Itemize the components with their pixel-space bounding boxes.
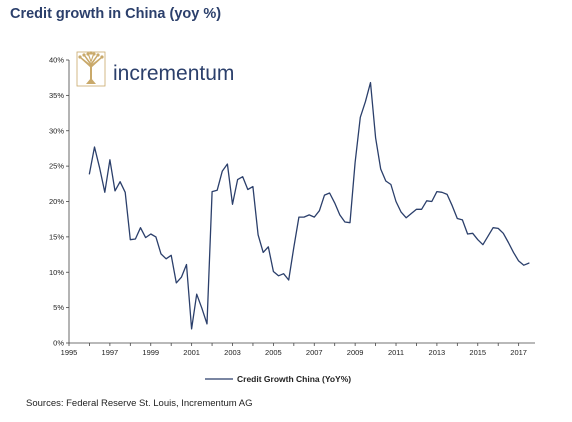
tree-icon (76, 51, 106, 87)
chart-title: Credit growth in China (yoy %) (10, 6, 222, 22)
logo-text: incrementum (113, 62, 234, 85)
axes: 0% 5% 10% 15% 20% 25% 30% 35% 40% 1995 1997 1999 200… (49, 56, 535, 357)
x-tick-label: 2007 (306, 348, 323, 357)
y-tick-label: 10% (49, 268, 64, 277)
legend-label: Credit Growth China (YoY%) (237, 374, 351, 384)
y-tick-label: 0% (53, 339, 64, 348)
x-tick-label: 2009 (347, 348, 364, 357)
x-tick-label: 2005 (265, 348, 282, 357)
x-tick-label: 2013 (429, 348, 446, 357)
y-tick-label: 5% (53, 303, 64, 312)
y-tick-label: 35% (49, 91, 64, 100)
x-tick-label: 1999 (142, 348, 159, 357)
y-tick-label: 20% (49, 197, 64, 206)
series-line-credit-growth (88, 81, 530, 330)
x-tick-label: 1995 (61, 348, 78, 357)
x-tick-label: 2015 (469, 348, 486, 357)
x-tick-label: 2011 (388, 348, 404, 357)
y-tick-label: 40% (49, 56, 64, 65)
x-tick-label: 2001 (183, 348, 200, 357)
plot-area (88, 81, 530, 330)
legend: Credit Growth China (YoY%) (205, 374, 351, 384)
source-note: Sources: Federal Reserve St. Louis, Incr… (26, 398, 253, 409)
x-tick-label: 2017 (510, 348, 527, 357)
y-tick-label: 15% (49, 232, 64, 241)
y-tick-label: 25% (49, 162, 64, 171)
x-tick-label: 2003 (224, 348, 241, 357)
incrementum-logo: incrementum (76, 51, 234, 87)
x-tick-label: 1997 (102, 348, 119, 357)
y-tick-label: 30% (49, 126, 64, 135)
